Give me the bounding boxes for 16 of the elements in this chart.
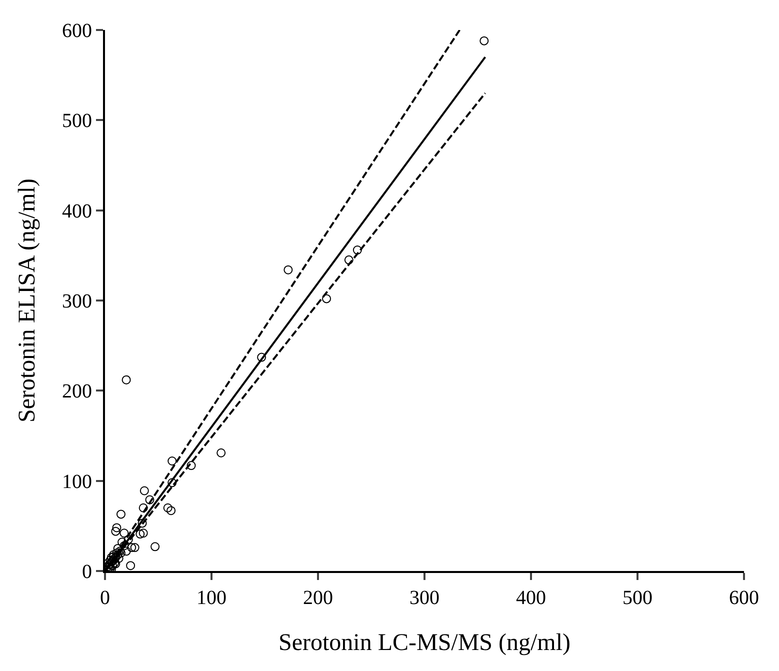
y-axis-title: Serotonin ELISA (ng/ml): [14, 178, 41, 422]
y-tick-label: 100: [62, 470, 92, 493]
y-tick-label: 400: [62, 200, 92, 222]
y-tick-label: 500: [62, 110, 92, 132]
x-tick-label: 200: [303, 587, 333, 609]
x-axis-title: Serotonin LC-MS/MS (ng/ml): [278, 630, 571, 656]
y-tick-label: 600: [62, 20, 92, 42]
y-tick-label: 200: [62, 380, 92, 403]
y-tick-label: 300: [62, 290, 92, 312]
x-tick-label: 400: [516, 587, 546, 609]
x-tick-label: 100: [196, 587, 226, 609]
x-tick-label: 500: [622, 587, 652, 609]
y-tick-label: 0: [82, 561, 92, 583]
x-tick-label: 300: [410, 587, 440, 609]
x-tick-label: 600: [729, 587, 759, 609]
x-tick-label: 0: [100, 587, 110, 609]
